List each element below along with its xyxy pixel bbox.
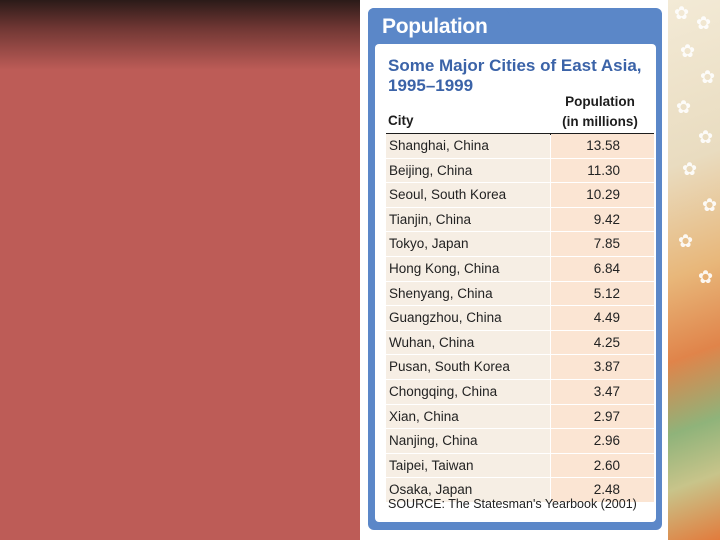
city-cell: Seoul, South Korea — [386, 183, 550, 207]
city-cell: Shanghai, China — [386, 134, 550, 158]
column-header-city: City — [388, 113, 414, 128]
table-row: Taipei, Taiwan 2.60 — [386, 453, 654, 479]
table-row: Chongqing, China 3.47 — [386, 379, 654, 405]
table-row: Xian, China 2.97 — [386, 404, 654, 430]
population-cell: 9.42 — [551, 207, 654, 232]
population-cell: 5.12 — [551, 281, 654, 306]
population-cell: 3.47 — [551, 379, 654, 404]
flower-icon: ✿ — [682, 159, 698, 179]
city-cell: Hong Kong, China — [386, 256, 550, 281]
decorative-floral-strip: ✿ ✿ ✿ ✿ ✿ ✿ ✿ ✿ ✿ ✿ — [668, 0, 720, 540]
slide-background-panel — [0, 0, 360, 540]
flower-icon: ✿ — [700, 67, 716, 87]
flower-icon: ✿ — [680, 41, 696, 61]
city-cell: Beijing, China — [386, 158, 550, 183]
table-row: Tokyo, Japan 7.85 — [386, 232, 654, 257]
table-row: Beijing, China 11.30 — [386, 158, 654, 184]
city-cell: Nanjing, China — [386, 429, 550, 453]
table-row: Tianjin, China 9.42 — [386, 207, 654, 233]
population-cell: 2.97 — [551, 404, 654, 429]
city-cell: Chongqing, China — [386, 379, 550, 404]
flower-icon: ✿ — [698, 127, 714, 147]
table-row: Seoul, South Korea 10.29 — [386, 183, 654, 208]
flower-icon: ✿ — [674, 3, 690, 23]
column-header-population: Population (in millions) — [552, 92, 648, 132]
population-cell: 11.30 — [551, 158, 654, 183]
city-cell: Osaka, Japan — [386, 478, 550, 502]
city-cell: Taipei, Taiwan — [386, 453, 550, 478]
city-cell: Xian, China — [386, 404, 550, 429]
card-tab-title: Population — [382, 15, 488, 38]
table-body: Shanghai, China 13.58 Beijing, China 11.30 S… — [386, 134, 654, 503]
table-row: Nanjing, China 2.96 — [386, 429, 654, 454]
city-cell: Wuhan, China — [386, 330, 550, 355]
population-cell: 4.25 — [551, 330, 654, 355]
column-header-population-label: Population — [565, 94, 635, 109]
flower-icon: ✿ — [678, 231, 694, 251]
population-cell: 4.49 — [551, 306, 654, 330]
table-row: Shanghai, China 13.58 — [386, 134, 654, 159]
table-row: Osaka, Japan 2.48 — [386, 478, 654, 503]
population-cell: 2.60 — [551, 453, 654, 478]
city-cell: Tokyo, Japan — [386, 232, 550, 256]
population-cell: 2.48 — [551, 478, 654, 502]
table-title: Some Major Cities of East Asia, 1995–199… — [388, 56, 650, 96]
population-cell: 7.85 — [551, 232, 654, 256]
population-cell: 2.96 — [551, 429, 654, 453]
population-cell: 10.29 — [551, 183, 654, 207]
table-title-years: 1995–1999 — [388, 76, 474, 95]
source-note: SOURCE: The Statesman's Yearbook (2001) — [388, 497, 637, 511]
column-header-population-unit: (in millions) — [562, 114, 638, 129]
flower-icon: ✿ — [676, 97, 692, 117]
city-cell: Guangzhou, China — [386, 306, 550, 330]
card-tab — [368, 8, 510, 48]
population-cell: 13.58 — [551, 134, 654, 158]
panel-shadow — [0, 0, 360, 70]
table-row: Pusan, South Korea 3.87 — [386, 355, 654, 380]
city-cell: Pusan, South Korea — [386, 355, 550, 379]
table-title-line: Some Major Cities of East Asia, — [388, 56, 642, 75]
flower-icon: ✿ — [696, 13, 712, 33]
table-row: Hong Kong, China 6.84 — [386, 256, 654, 282]
flower-icon: ✿ — [702, 195, 718, 215]
table-row: Wuhan, China 4.25 — [386, 330, 654, 356]
population-cell: 3.87 — [551, 355, 654, 379]
table-row: Guangzhou, China 4.49 — [386, 306, 654, 331]
city-cell: Shenyang, China — [386, 281, 550, 306]
city-cell: Tianjin, China — [386, 207, 550, 232]
flower-icon: ✿ — [698, 267, 714, 287]
table-row: Shenyang, China 5.12 — [386, 281, 654, 307]
population-cell: 6.84 — [551, 256, 654, 281]
